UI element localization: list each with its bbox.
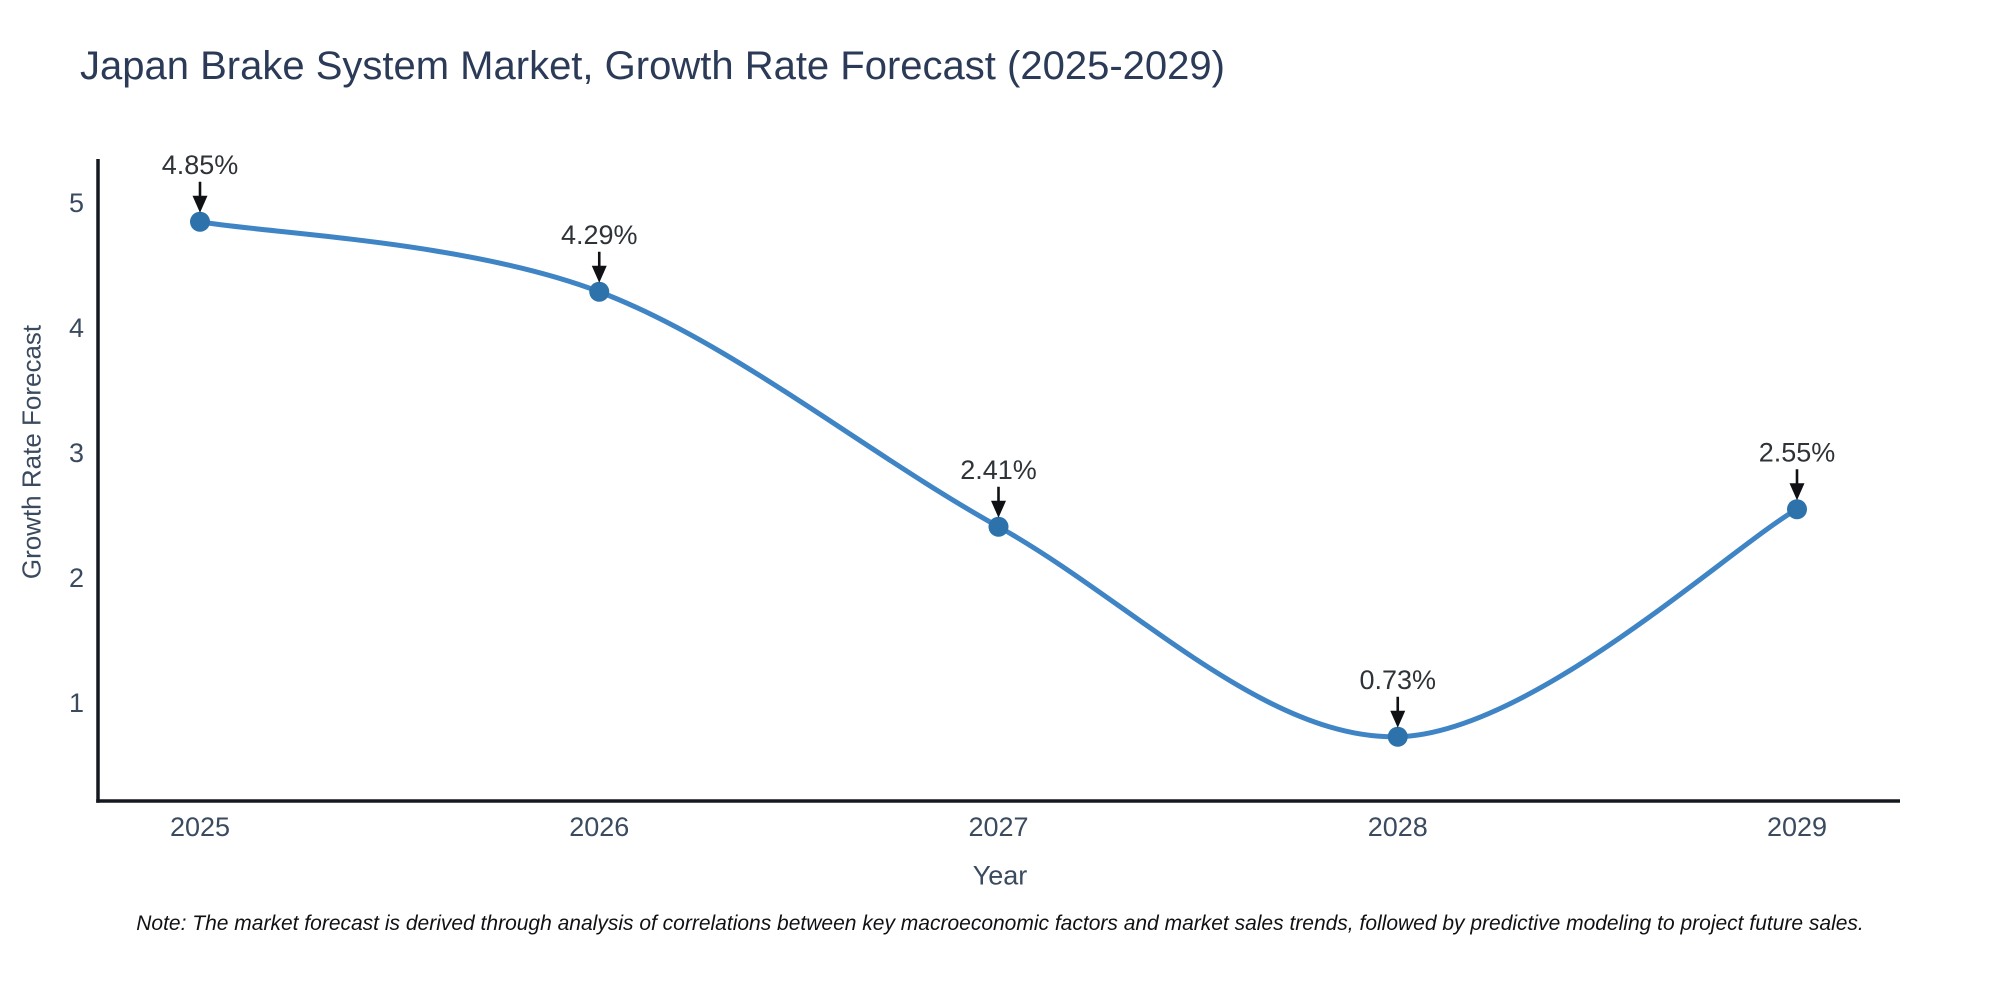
x-axis-title: Year: [972, 860, 1028, 891]
y-tick-label: 1: [69, 688, 84, 718]
data-point-label: 2.41%: [960, 455, 1037, 485]
data-point-marker: [1787, 499, 1807, 520]
annotation-arrowhead: [1390, 710, 1406, 728]
annotation-arrowhead: [192, 195, 208, 213]
data-point-marker: [190, 211, 210, 232]
data-point-marker: [589, 281, 610, 302]
annotation-arrowhead: [591, 265, 607, 283]
y-tick-label: 3: [69, 438, 84, 468]
footnote: Note: The market forecast is derived thr…: [136, 912, 1864, 935]
y-tick-label: 5: [69, 188, 84, 218]
data-point-label: 2.55%: [1759, 437, 1836, 467]
annotation-arrowhead: [1789, 483, 1805, 501]
y-tick-label: 4: [69, 313, 84, 343]
data-point-marker: [988, 516, 1009, 537]
chart-title: Japan Brake System Market, Growth Rate F…: [80, 44, 1225, 88]
x-tick-label: 2025: [170, 812, 230, 842]
data-point-label: 0.73%: [1359, 665, 1436, 695]
y-axis-title: Growth Rate Forecast: [16, 324, 47, 580]
y-tick-label: 2: [69, 563, 84, 593]
annotation-arrowhead: [991, 500, 1006, 518]
data-point-label: 4.29%: [561, 220, 638, 250]
x-tick-label: 2026: [569, 812, 629, 842]
data-point-marker: [1387, 726, 1408, 747]
x-tick-label: 2027: [968, 812, 1028, 842]
x-tick-label: 2028: [1368, 812, 1428, 842]
x-tick-label: 2029: [1767, 812, 1827, 842]
data-point-label: 4.85%: [162, 150, 239, 180]
